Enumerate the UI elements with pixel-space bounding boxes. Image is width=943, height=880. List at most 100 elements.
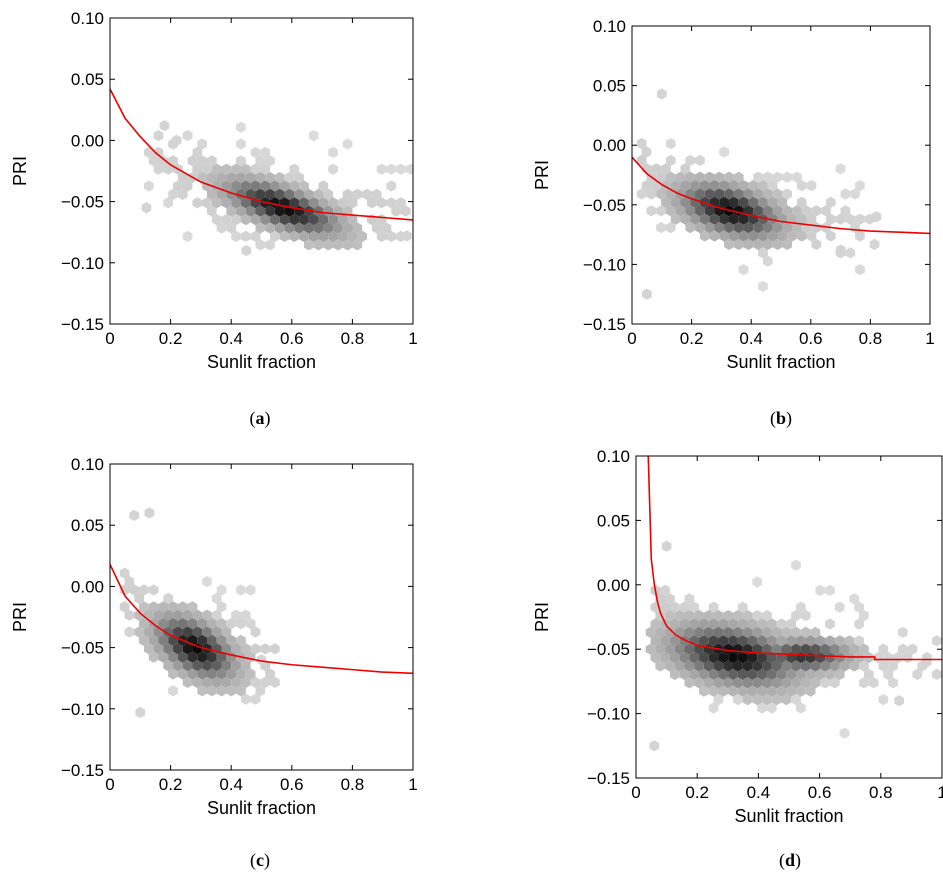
hexbin-cell [732,694,743,706]
hexbin-cell [255,205,266,217]
hexbin-cell [187,618,198,630]
hexbin-cell [829,677,840,689]
hexbin-cell [153,163,164,175]
hexbin-cell [679,652,690,664]
hexbin-cell [762,188,773,200]
hexbin-cell [786,635,797,647]
hexbin-cell [719,196,729,208]
hexbin-cell [719,230,729,242]
x-tick-label: 1 [408,329,417,348]
y-axis-label: PRI [10,156,30,186]
hexbin-cell [202,676,212,688]
hexbin-cell [758,180,768,192]
hexbin-cell [713,610,724,622]
x-tick-label: 1 [925,329,934,348]
hexbin-cell [685,154,696,166]
hexbin-cell [656,171,666,183]
hexbin-cell [771,643,782,655]
y-tick-label: −0.10 [61,700,104,719]
hexbin-cell [669,635,680,647]
hexbin-cell [352,188,363,200]
hexbin-cell [757,635,767,647]
hexbin-cell [221,626,232,638]
hexbin-cell [231,214,241,226]
hexbin-cell [758,213,768,225]
hexbin-cell [352,239,363,251]
hexbin-cell [781,694,792,706]
hexbin-cell [333,239,343,251]
hexbin-cell [381,222,392,234]
hexbin-cell [303,188,314,200]
hexbin-cell [646,205,657,217]
hexbin-cell [742,660,753,672]
hexbin-cell [177,668,188,680]
hexbin-cell [197,138,207,150]
hexbin-cell [119,601,130,613]
hexbin-cell [883,668,894,680]
y-tick-label: 0.05 [593,77,626,96]
y-tick-label: −0.05 [583,196,626,215]
hexbin-cell [747,685,758,697]
hexbin-cell [148,155,159,167]
hexbin-cell [753,222,763,234]
hexbin-cell [337,214,348,226]
hexbin-cell [661,163,671,175]
hexbin-cell [815,584,826,596]
hexbin-cell [313,188,324,200]
hexbin-density [119,507,280,719]
hexbin-cell [893,652,903,664]
hexbin-cell [786,685,797,697]
hexbin-cell [776,635,787,647]
fit-curve [110,564,413,675]
hexbin-density [141,120,413,257]
hexbin-cell [289,214,300,226]
hexbin-cell [255,188,266,200]
x-axis-label: Sunlit fraction [207,352,316,372]
hexbin-cell [737,685,748,697]
hexbin-cell [772,205,783,217]
hexbin-cell [177,618,188,630]
hexbin-cell [757,618,767,630]
hexbin-cell [240,643,251,655]
hexbin-cell [665,610,675,622]
hexbin-cell [221,180,232,192]
fit-curve [110,88,413,221]
hexbin-cell [226,668,237,680]
hexbin-cell [265,205,275,217]
hexbin-cell [786,668,797,680]
hexbin-cell [250,230,261,242]
hexbin-cell [250,146,261,158]
hexbin-cell [855,264,865,276]
hexbin-cell [177,188,188,200]
hexbin-cell [719,180,729,192]
hexbin-cell [386,180,397,192]
hexbin-cell [342,188,353,200]
hexbin-cell [236,205,246,217]
hexbin-cell [810,643,821,655]
hexbin-cell [303,222,314,234]
hexbin-cell [733,171,744,183]
hexbin-outlier [144,507,155,519]
hexbin-cell [405,163,413,175]
hexbin-cell [289,230,300,242]
hexbin-cell [747,652,758,664]
panel-c: 0 0.2 0.4 0.6 0.8 1 −0.15 −0.10 −0.05 0.00 0.05 0.1… [10,455,418,871]
hexbin-cell [328,163,338,175]
hexbin-cell [279,214,290,226]
y-tick-label: 0.00 [71,131,104,150]
hexbin-cell [782,238,793,250]
hexbin-cell [153,609,164,621]
hexbin-cell [231,180,241,192]
hexbin-cell [153,130,164,142]
hexbin-cell [791,626,801,638]
hexbin-cell [192,197,203,209]
hexbin-cell [771,660,782,672]
hexbin-cell [737,601,748,613]
hexbin-cell [371,188,382,200]
hexbin-cell [221,643,232,655]
hexbin-cell [825,230,836,242]
hexbin-cell [781,643,792,655]
hexbin-cell [202,626,212,638]
hexbin-cell [835,213,846,225]
hexbin-cell [328,146,338,158]
